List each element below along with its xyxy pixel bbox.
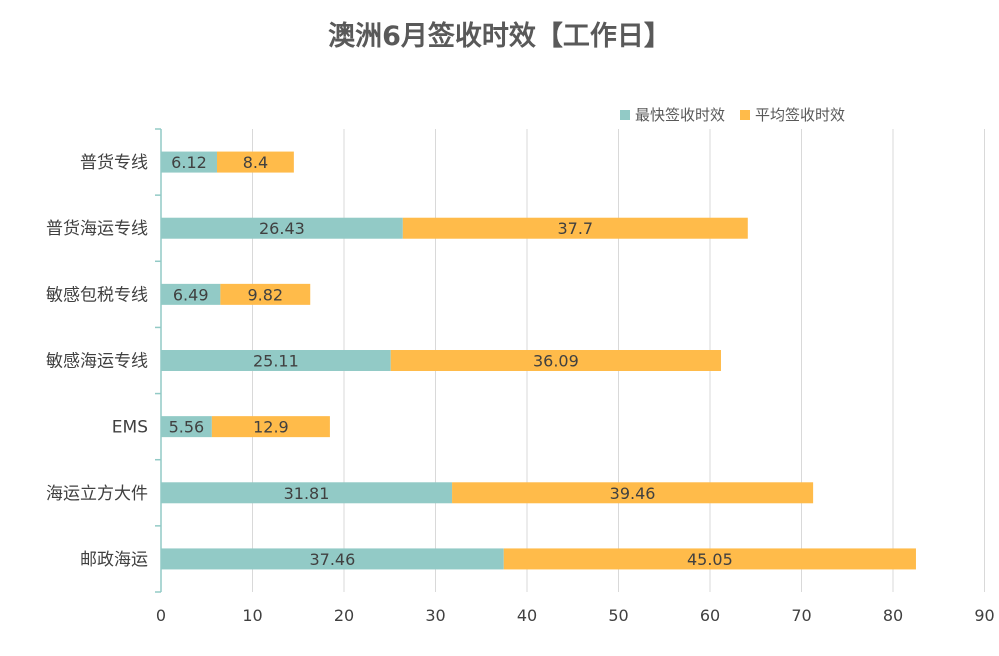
data-label-fastest-2: 6.49 [173, 285, 209, 304]
bar-average-6 [503, 548, 916, 570]
data-label-fastest-6: 37.46 [309, 550, 355, 569]
x-tick-label-10: 10 [242, 606, 262, 625]
data-label-fastest-3: 25.11 [253, 352, 299, 371]
bar-average-0 [216, 151, 294, 173]
x-tick-label-60: 60 [700, 606, 720, 625]
category-label-6: 邮政海运 [80, 550, 148, 570]
x-tick-label-90: 90 [974, 606, 994, 625]
x-tick-label-0: 0 [156, 606, 166, 625]
x-tick-label-80: 80 [883, 606, 903, 625]
category-label-0: 普货专线 [80, 153, 148, 173]
category-label-5: 海运立方大件 [46, 484, 148, 504]
x-tick-label-40: 40 [517, 606, 537, 625]
legend-label-0: 最快签收时效 [635, 106, 725, 124]
chart-title: 澳洲6月签收时效【工作日】 [328, 21, 671, 52]
data-label-average-6: 45.05 [687, 550, 733, 569]
bar-average-4 [211, 416, 330, 438]
data-label-average-1: 37.7 [557, 219, 593, 238]
data-label-fastest-1: 26.43 [259, 219, 305, 238]
category-label-3: 敏感海运专线 [46, 352, 148, 372]
legend-label-1: 平均签收时效 [755, 106, 845, 124]
x-tick-label-50: 50 [608, 606, 628, 625]
bar-fastest-5 [161, 482, 453, 504]
legend-swatch-1 [740, 110, 750, 120]
data-label-average-2: 9.82 [247, 285, 283, 304]
bar-fastest-2 [161, 283, 221, 305]
bar-fastest-1 [161, 217, 403, 239]
x-tick-label-30: 30 [425, 606, 445, 625]
bar-average-5 [452, 482, 814, 504]
data-label-fastest-4: 5.56 [169, 418, 205, 437]
data-label-fastest-5: 31.81 [284, 484, 330, 503]
bar-fastest-4 [161, 416, 212, 438]
category-label-1: 普货海运专线 [46, 219, 148, 239]
category-label-4: EMS [112, 418, 148, 438]
bar-fastest-3 [161, 350, 391, 371]
bar-fastest-0 [161, 151, 217, 173]
data-label-fastest-0: 6.12 [171, 153, 207, 172]
data-label-average-3: 36.09 [533, 352, 579, 371]
data-label-average-4: 12.9 [253, 418, 289, 437]
bar-average-1 [402, 217, 748, 239]
bar-average-3 [390, 350, 721, 371]
x-tick-label-20: 20 [334, 606, 354, 625]
bar-average-2 [220, 283, 311, 305]
bar-fastest-6 [161, 548, 504, 570]
legend-swatch-0 [620, 110, 630, 120]
data-label-average-5: 39.46 [610, 484, 656, 503]
category-label-2: 敏感包税专线 [46, 285, 148, 305]
x-tick-label-70: 70 [791, 606, 811, 625]
data-label-average-0: 8.4 [243, 153, 268, 172]
